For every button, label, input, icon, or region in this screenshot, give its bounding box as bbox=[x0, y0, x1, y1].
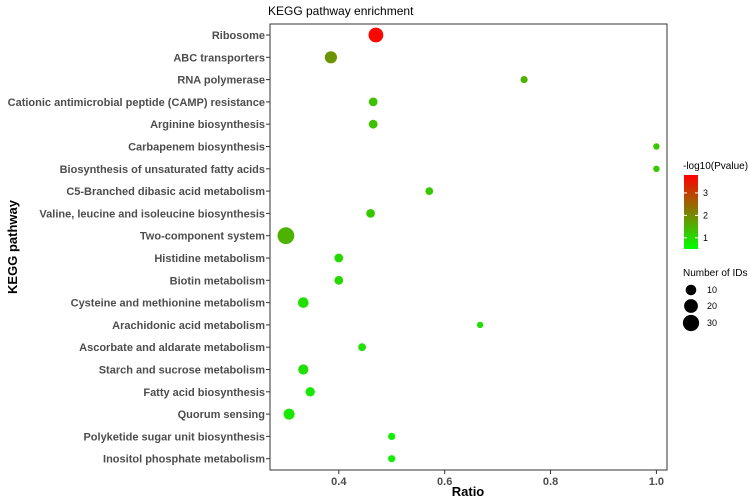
y-tick-label: Ribosome bbox=[212, 30, 265, 42]
y-tick-label: ABC transporters bbox=[173, 52, 265, 64]
x-axis-title: Ratio bbox=[452, 484, 485, 499]
y-tick-label: Biotin metabolism bbox=[170, 275, 266, 287]
chart-title: KEGG pathway enrichment bbox=[268, 4, 414, 18]
y-tick-label: Polyketide sugar unit biosynthesis bbox=[83, 431, 265, 443]
y-tick-label: Ascorbate and aldarate metabolism bbox=[79, 342, 265, 354]
y-tick-label: Arachidonic acid metabolism bbox=[112, 320, 265, 332]
data-point bbox=[388, 455, 396, 463]
data-point bbox=[305, 387, 315, 397]
colorbar-tick-label: 2 bbox=[703, 210, 708, 220]
y-tick-label: Biosynthesis of unsaturated fatty acids bbox=[60, 164, 265, 176]
colorbar-ticks: 1 2 3 bbox=[684, 188, 708, 243]
colorbar bbox=[684, 175, 698, 249]
data-point bbox=[653, 165, 660, 172]
y-tick-label: RNA polymerase bbox=[177, 75, 265, 87]
size-legend-items: 10 20 30 bbox=[682, 284, 717, 332]
y-axis-labels: Ribosome ABC transporters RNA polymerase Ca… bbox=[8, 30, 266, 466]
colorbar-tick-label: 3 bbox=[703, 188, 708, 198]
size-legend-label: 30 bbox=[707, 318, 717, 328]
size-legend-title: Number of IDs bbox=[683, 268, 747, 279]
data-point bbox=[368, 97, 378, 107]
y-tick-label: Carbapenem biosynthesis bbox=[128, 142, 265, 154]
size-legend-dot bbox=[684, 299, 698, 313]
x-tick-label: 0.6 bbox=[437, 476, 452, 488]
data-point bbox=[358, 343, 366, 352]
colorbar-tick-label: 1 bbox=[703, 233, 708, 243]
y-tick-label: Arginine biosynthesis bbox=[150, 119, 265, 131]
data-point bbox=[298, 297, 309, 308]
y-tick-label: Histidine metabolism bbox=[154, 253, 265, 265]
data-points bbox=[277, 27, 660, 463]
data-point bbox=[388, 432, 396, 440]
size-legend-dot bbox=[682, 314, 700, 332]
data-point bbox=[366, 209, 375, 218]
data-point bbox=[324, 51, 337, 64]
x-tick-label: 0.4 bbox=[331, 476, 347, 488]
x-tick-label: 1.0 bbox=[649, 476, 664, 488]
y-tick-label: Quorum sensing bbox=[178, 409, 265, 421]
size-legend-label: 20 bbox=[707, 301, 717, 311]
y-tick-label: Valine, leucine and isoleucine biosynthe… bbox=[39, 208, 265, 220]
y-tick-label: Cysteine and methionine metabolism bbox=[71, 298, 266, 310]
colorbar-title: -log10(Pvalue) bbox=[683, 161, 748, 172]
data-point bbox=[368, 119, 378, 129]
y-tick-label: Starch and sucrose metabolism bbox=[99, 365, 265, 377]
size-legend-dot bbox=[685, 284, 697, 296]
legend: -log10(Pvalue) 1 2 3 Number of IDs 10 20 30 bbox=[682, 161, 748, 332]
data-point bbox=[298, 364, 309, 375]
data-point bbox=[476, 321, 484, 329]
plot-panel bbox=[269, 23, 668, 471]
y-axis-title: KEGG pathway bbox=[5, 199, 20, 294]
data-point bbox=[653, 143, 660, 150]
y-axis-ticks bbox=[266, 34, 270, 460]
data-point bbox=[520, 76, 528, 84]
size-legend-label: 10 bbox=[707, 285, 717, 295]
data-point bbox=[425, 187, 434, 196]
data-point bbox=[334, 275, 344, 285]
x-tick-label: 0.8 bbox=[543, 476, 558, 488]
x-axis: 0.4 0.6 0.8 1.0 bbox=[331, 470, 664, 488]
y-tick-label: Two-component system bbox=[140, 231, 265, 243]
y-tick-label: Cationic antimicrobial peptide (CAMP) re… bbox=[8, 97, 265, 109]
data-point bbox=[277, 227, 295, 245]
y-tick-label: Inositol phosphate metabolism bbox=[103, 454, 265, 466]
data-point bbox=[334, 253, 344, 263]
data-point bbox=[368, 27, 384, 43]
y-tick-label: Fatty acid biosynthesis bbox=[143, 387, 265, 399]
y-tick-label: C5-Branched dibasic acid metabolism bbox=[66, 186, 265, 198]
data-point bbox=[283, 408, 295, 420]
